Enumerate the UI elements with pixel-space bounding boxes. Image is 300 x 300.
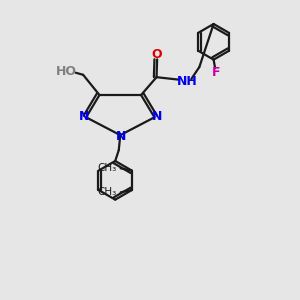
Text: N: N: [152, 110, 162, 123]
Text: F: F: [212, 66, 220, 79]
Text: O: O: [152, 48, 162, 62]
Text: CH₃: CH₃: [97, 163, 116, 173]
Text: N: N: [79, 110, 89, 123]
Text: HO: HO: [56, 65, 77, 78]
Text: CH₃: CH₃: [97, 188, 116, 197]
Text: NH: NH: [176, 75, 197, 88]
Text: N: N: [116, 130, 126, 143]
